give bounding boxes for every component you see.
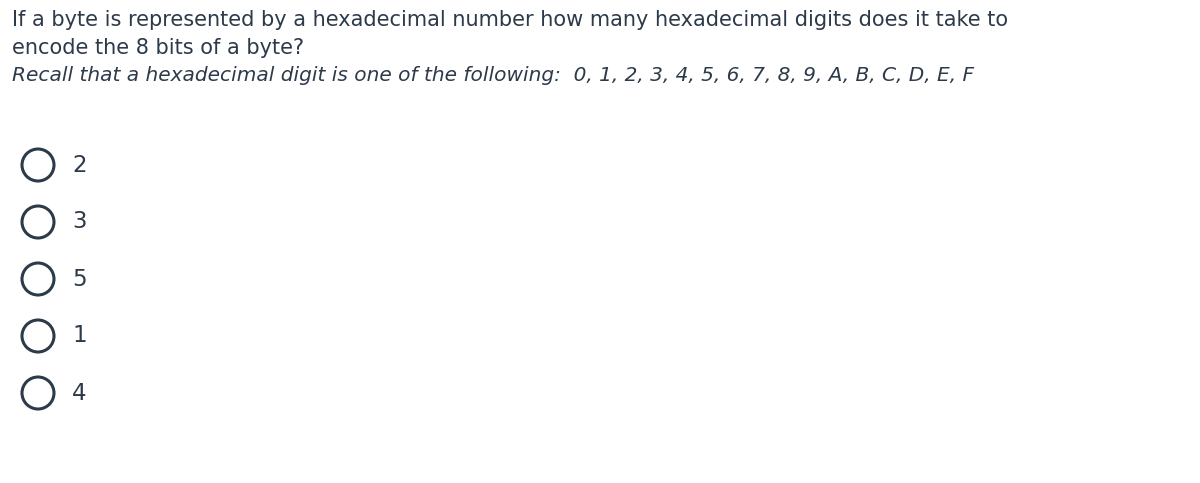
Text: Recall that a hexadecimal digit is one of the following:  0, 1, 2, 3, 4, 5, 6, 7: Recall that a hexadecimal digit is one o…: [12, 66, 974, 85]
Text: If a byte is represented by a hexadecimal number how many hexadecimal digits doe: If a byte is represented by a hexadecima…: [12, 10, 1008, 30]
Text: 1: 1: [72, 325, 86, 347]
Text: encode the 8 bits of a byte?: encode the 8 bits of a byte?: [12, 38, 304, 58]
Text: 3: 3: [72, 211, 86, 233]
Text: 4: 4: [72, 382, 86, 404]
Text: 5: 5: [72, 268, 86, 290]
Text: 2: 2: [72, 154, 86, 176]
